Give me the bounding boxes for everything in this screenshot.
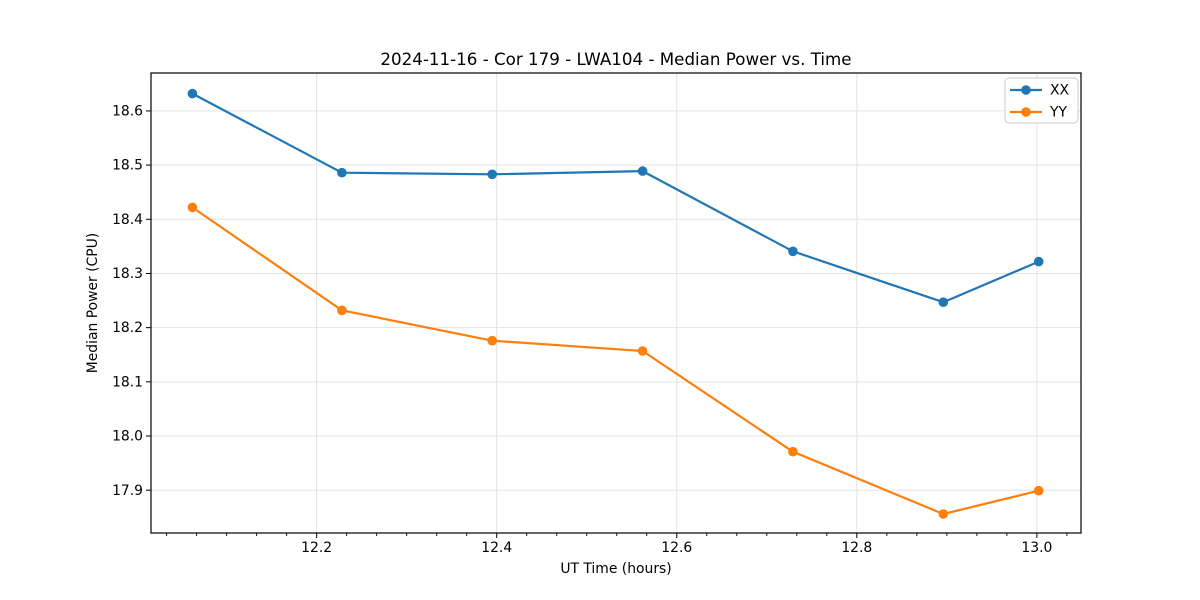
y-tick-label: 17.9 (112, 483, 143, 499)
x-tick-label: 13.0 (1021, 540, 1052, 556)
x-tick-label: 12.4 (481, 540, 512, 556)
y-tick-label: 18.2 (112, 320, 143, 336)
axis-layer: 12.2 12.4 12.6 12.8 13.0 17.9 18.0 18.1 18.2 18.3… (112, 72, 1082, 556)
grid-layer (151, 73, 1081, 533)
legend-label-yy: YY (1049, 105, 1067, 121)
y-tick-label: 18.1 (112, 374, 143, 390)
data-point-yy (788, 446, 798, 457)
y-axis-label: Median Power (CPU) (85, 233, 101, 373)
data-point-yy (187, 202, 198, 213)
data-point-xx (938, 297, 949, 308)
y-tick-label: 18.5 (112, 158, 143, 174)
data-point-xx (1033, 256, 1044, 267)
legend-box: XX YY (1004, 77, 1079, 124)
data-point-yy (938, 509, 949, 519)
series-line-xx (191, 92, 1040, 304)
data-point-yy (487, 335, 498, 346)
y-tick-label: 18.6 (112, 104, 143, 120)
plot-border (150, 72, 1082, 534)
data-point-xx (337, 167, 347, 178)
x-tick-label: 12.6 (661, 540, 692, 556)
y-tick-label: 18.0 (112, 429, 143, 445)
x-tick-label: 12.2 (301, 540, 332, 556)
data-point-xx (788, 246, 798, 257)
data-point-xx (187, 88, 198, 99)
x-axis-label: UT Time (hours) (560, 561, 671, 577)
legend-label-xx: XX (1050, 83, 1070, 99)
y-tick-label: 18.3 (112, 266, 143, 282)
series-layer (187, 88, 1044, 519)
data-point-xx (637, 166, 648, 176)
data-point-xx (487, 169, 498, 180)
data-point-yy (337, 305, 347, 316)
data-point-yy (637, 346, 648, 356)
series-line-yy (191, 206, 1040, 516)
y-tick-label: 18.4 (112, 212, 143, 228)
chart-title: 2024-11-16 - Cor 179 - LWA104 - Median P… (380, 49, 851, 69)
legend-marker-xx (1021, 85, 1031, 95)
legend-marker-yy (1021, 107, 1031, 117)
x-tick-label: 12.8 (841, 540, 872, 556)
data-point-yy (1033, 485, 1044, 496)
